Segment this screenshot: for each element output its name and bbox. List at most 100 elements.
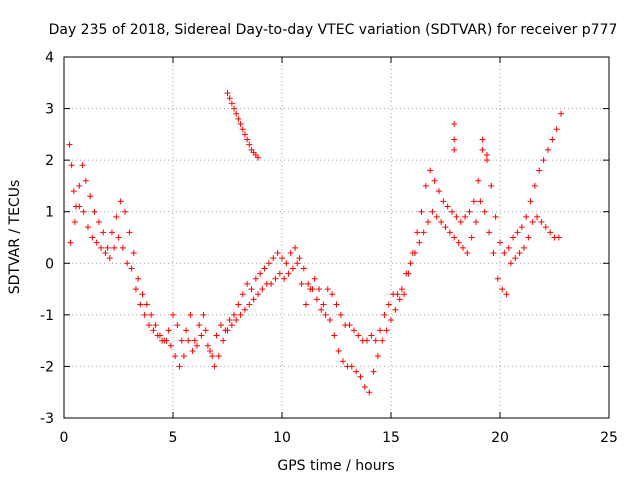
data-point <box>422 182 429 189</box>
data-point <box>451 146 458 153</box>
data-point <box>226 95 233 102</box>
data-point <box>187 311 194 318</box>
data-point <box>152 322 159 329</box>
data-point <box>241 131 248 138</box>
data-point <box>76 203 83 210</box>
data-point <box>459 244 466 251</box>
data-point <box>538 219 545 226</box>
data-point <box>170 311 176 318</box>
data-point <box>555 234 562 241</box>
data-point <box>494 275 501 282</box>
data-point <box>466 208 473 215</box>
data-point <box>119 244 126 251</box>
data-point <box>442 224 449 231</box>
data-point <box>274 249 281 256</box>
data-point <box>100 229 107 236</box>
data-point <box>531 182 538 189</box>
data-point <box>128 265 135 272</box>
data-point <box>514 229 521 236</box>
data-point <box>259 286 266 293</box>
y-axis-label: SDTVAR / TECUs <box>7 180 23 295</box>
data-point <box>449 208 456 215</box>
data-point <box>289 265 296 272</box>
data-point <box>220 337 227 344</box>
data-point <box>388 317 394 324</box>
chart-title: Day 235 of 2018, Sidereal Day-to-day VTE… <box>49 22 618 38</box>
x-axis-label: GPS time / hours <box>277 458 394 474</box>
data-point <box>414 229 421 236</box>
data-point <box>483 157 490 164</box>
data-point <box>403 270 410 277</box>
y-tick-label: -3 <box>40 411 54 427</box>
data-point <box>492 213 499 220</box>
data-point <box>540 157 547 164</box>
data-point <box>451 136 458 143</box>
data-point <box>322 311 329 318</box>
data-point <box>108 229 115 236</box>
data-point <box>224 327 231 334</box>
plot-frame <box>63 56 610 419</box>
data-point <box>318 306 325 313</box>
data-point <box>215 353 222 360</box>
x-tick-label: 15 <box>382 430 400 446</box>
data-point <box>146 322 153 329</box>
data-point <box>298 280 305 287</box>
data-point <box>106 255 113 262</box>
data-point <box>440 198 447 205</box>
data-point <box>246 301 253 308</box>
data-point <box>137 301 144 308</box>
y-tick-label: 1 <box>45 205 54 221</box>
data-point <box>82 177 89 184</box>
data-point <box>525 234 532 241</box>
data-point <box>287 249 294 256</box>
data-point <box>239 291 246 298</box>
data-point <box>281 275 288 282</box>
data-point <box>139 291 146 298</box>
data-point <box>361 384 368 391</box>
data-point <box>250 296 257 303</box>
data-point <box>558 110 565 117</box>
data-point <box>497 239 503 246</box>
data-point <box>200 311 207 318</box>
data-point <box>132 286 139 293</box>
data-point <box>542 224 549 231</box>
data-point <box>228 100 235 107</box>
data-point <box>71 219 78 226</box>
data-point <box>135 275 142 282</box>
data-point <box>252 275 259 282</box>
data-point <box>377 327 384 334</box>
data-point <box>233 317 240 324</box>
data-point <box>154 332 161 339</box>
data-point <box>451 234 458 241</box>
data-point <box>427 167 434 174</box>
data-point <box>185 337 192 344</box>
data-point <box>217 322 224 329</box>
data-point <box>300 265 307 272</box>
data-point <box>523 213 530 220</box>
data-point <box>87 193 94 200</box>
data-point <box>333 301 340 308</box>
data-point <box>490 249 497 256</box>
data-point <box>279 255 285 262</box>
data-point <box>66 141 73 148</box>
data-point <box>520 244 527 251</box>
y-tick-label: -1 <box>40 308 54 324</box>
data-point <box>261 265 268 272</box>
data-point <box>329 291 336 298</box>
data-point <box>407 260 414 267</box>
data-point <box>481 208 488 215</box>
data-point <box>475 177 482 184</box>
data-point <box>486 229 493 236</box>
data-point <box>527 198 534 205</box>
data-point <box>416 239 423 246</box>
data-point <box>305 280 312 287</box>
data-point <box>302 301 309 308</box>
data-point <box>518 224 525 231</box>
data-point <box>84 224 91 231</box>
data-point <box>418 208 425 215</box>
data-point <box>366 389 373 396</box>
data-point <box>512 255 519 262</box>
data-point <box>209 353 216 360</box>
data-point <box>268 280 275 287</box>
